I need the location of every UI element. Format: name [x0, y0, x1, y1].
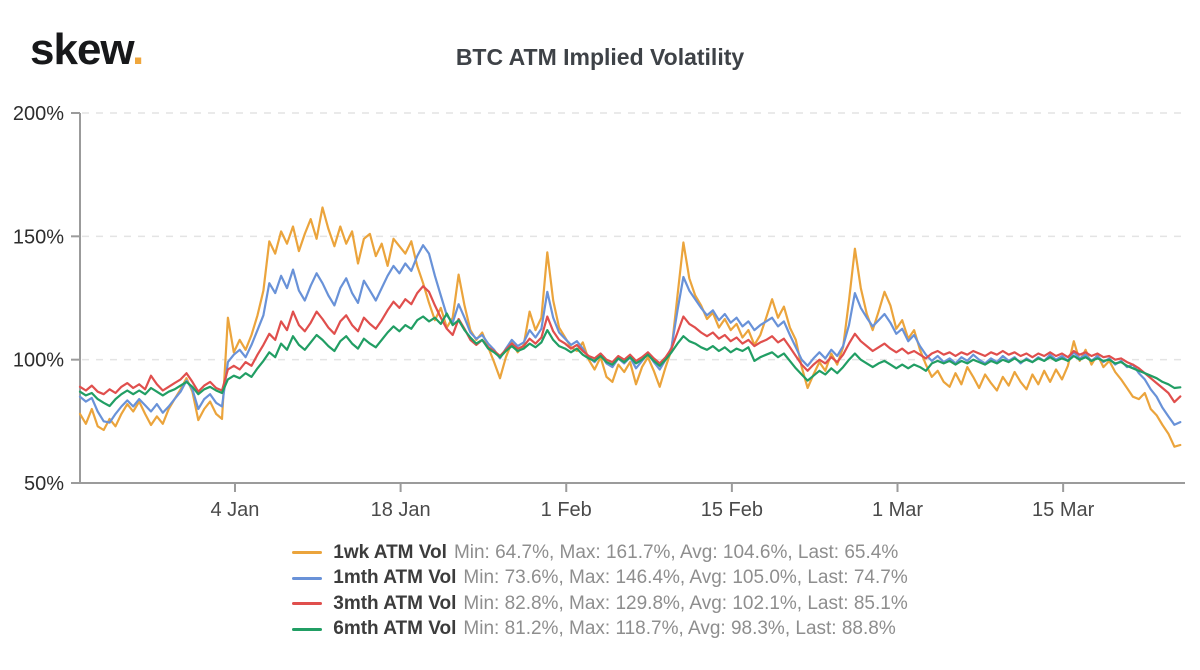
y-tick-label-100: 100%	[13, 350, 64, 372]
gridlines	[82, 112, 1185, 361]
legend-stats: Min: 64.7%, Max: 161.7%, Avg: 104.6%, La…	[453, 541, 899, 563]
line-6mth-atm-vol[interactable]	[78, 312, 1182, 408]
skew-logo[interactable]: skew.	[30, 25, 144, 74]
chart-title: BTC ATM Implied Volatility	[455, 44, 745, 70]
y-tick-label-50: 50%	[24, 473, 64, 495]
legend-label: 6mth ATM Vol	[333, 618, 457, 640]
legend-stats: Min: 81.2%, Max: 118.7%, Avg: 98.3%, Las…	[463, 618, 896, 640]
x-tick-label-15feb: 15 Feb	[701, 499, 763, 521]
y-axis: 200% 150% 100% 50%	[13, 103, 81, 495]
x-axis: 4 Jan 18 Jan 1 Feb 15 Feb 1 Mar 15 Mar	[80, 482, 1185, 521]
x-tick-label-1mar: 1 Mar	[872, 499, 923, 521]
series-lines	[78, 206, 1182, 448]
legend-swatch-3mth	[292, 602, 323, 606]
logo-dot: .	[132, 25, 144, 74]
legend-swatch-6mth	[292, 627, 323, 631]
chart-legend: 1wk ATM Vol Min: 64.7%, Max: 161.7%, Avg…	[0, 540, 1200, 642]
legend-stats: Min: 73.6%, Max: 146.4%, Avg: 105.0%, La…	[463, 567, 908, 589]
legend-label: 1wk ATM Vol	[333, 541, 447, 563]
legend-label: 1mth ATM Vol	[333, 567, 457, 589]
logo-text: skew	[30, 25, 133, 74]
legend-item-6mth-atm-vol[interactable]: 6mth ATM Vol Min: 81.2%, Max: 118.7%, Av…	[292, 617, 896, 643]
x-tick-label-15mar: 15 Mar	[1032, 499, 1095, 521]
legend-item-3mth-atm-vol[interactable]: 3mth ATM Vol Min: 82.8%, Max: 129.8%, Av…	[292, 591, 908, 617]
line-1wk-atm-vol[interactable]	[78, 206, 1182, 448]
x-tick-label-1feb: 1 Feb	[541, 499, 592, 521]
x-tick-label-18jan: 18 Jan	[371, 499, 431, 521]
line-1mth-atm-vol[interactable]	[78, 244, 1182, 426]
legend-label: 3mth ATM Vol	[333, 592, 457, 614]
y-tick-label-150: 150%	[13, 226, 64, 248]
legend-swatch-1mth	[292, 576, 323, 580]
legend-swatch-1wk	[292, 551, 323, 555]
y-tick-label-200: 200%	[13, 103, 64, 125]
x-tick-label-4jan: 4 Jan	[211, 499, 260, 521]
legend-stats: Min: 82.8%, Max: 129.8%, Avg: 102.1%, La…	[463, 592, 908, 614]
legend-item-1mth-atm-vol[interactable]: 1mth ATM Vol Min: 73.6%, Max: 146.4%, Av…	[292, 566, 908, 592]
line-3mth-atm-vol[interactable]	[78, 285, 1182, 404]
legend-item-1wk-atm-vol[interactable]: 1wk ATM Vol Min: 64.7%, Max: 161.7%, Avg…	[292, 540, 898, 566]
